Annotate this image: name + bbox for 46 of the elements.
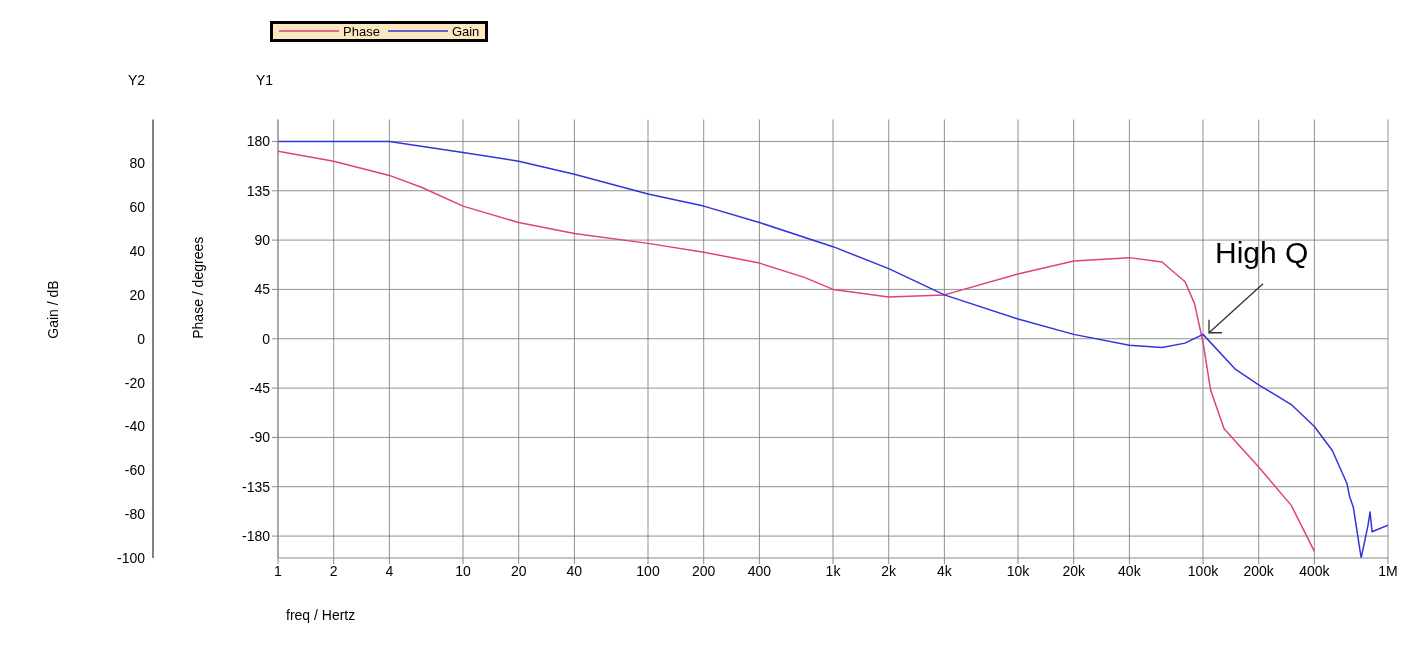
y-tick-label: -135 [241, 478, 271, 495]
legend-label: Phase [343, 23, 380, 39]
x-tick-label: 20k [1062, 562, 1086, 579]
y-tick-label: 0 [262, 330, 271, 347]
text: Y2 [128, 72, 146, 88]
y2-tick-label: -100 [116, 549, 146, 566]
x-tick-label: 100 [636, 562, 660, 579]
x-tick-label: 20 [510, 562, 527, 579]
y2-tick-label: 40 [129, 243, 146, 260]
x-tick-label: 10k [1006, 562, 1031, 579]
y-axis-title: Phase / degrees [189, 236, 206, 339]
x-tick-label: 1 [274, 562, 283, 579]
x-tick-label: 400 [747, 562, 772, 579]
x-tick-label: 200 [692, 562, 716, 579]
x-tick-label: 2k [881, 562, 898, 579]
y-tick-label: 180 [246, 133, 271, 150]
x-tick-label: 1M [1378, 562, 1398, 579]
x-tick-label: 40k [1118, 562, 1142, 579]
y2-tick-label: -20 [124, 374, 146, 391]
y2-tick-label: 20 [129, 286, 146, 303]
y-tick-label: 90 [254, 232, 271, 249]
y2-tick-label: -80 [124, 506, 146, 523]
x-tick-label: 2 [329, 562, 338, 579]
y-tick-label: 45 [254, 281, 271, 298]
y2-tick-label: 80 [129, 155, 146, 172]
y2-axis-title: Gain / dB [44, 280, 61, 339]
x-tick-label: 400k [1299, 562, 1331, 579]
x-tick-label: 100k [1187, 562, 1220, 579]
x-tick-label: 4k [936, 562, 953, 579]
legend-label: Gain [451, 23, 480, 39]
text: Y1 [256, 72, 274, 88]
y2-tick-label: -60 [124, 462, 146, 479]
x-tick-label: 1k [825, 562, 842, 579]
annotation: High Q [1215, 235, 1309, 269]
y-tick-label: -180 [241, 528, 271, 545]
y2-tick-label: 60 [129, 199, 146, 216]
x-tick-label: 4 [385, 562, 394, 579]
y-tick-label: -90 [249, 429, 271, 446]
x-tick-label: 10 [455, 562, 471, 579]
x-axis-title: freq / Hertz [286, 607, 356, 623]
y-tick-label: 135 [246, 182, 271, 199]
y2-tick-label: 0 [137, 330, 146, 347]
y2-tick-label: -40 [124, 418, 146, 435]
x-tick-label: 200k [1243, 562, 1275, 579]
y-tick-label: -45 [249, 380, 271, 397]
x-tick-label: 40 [566, 562, 583, 579]
